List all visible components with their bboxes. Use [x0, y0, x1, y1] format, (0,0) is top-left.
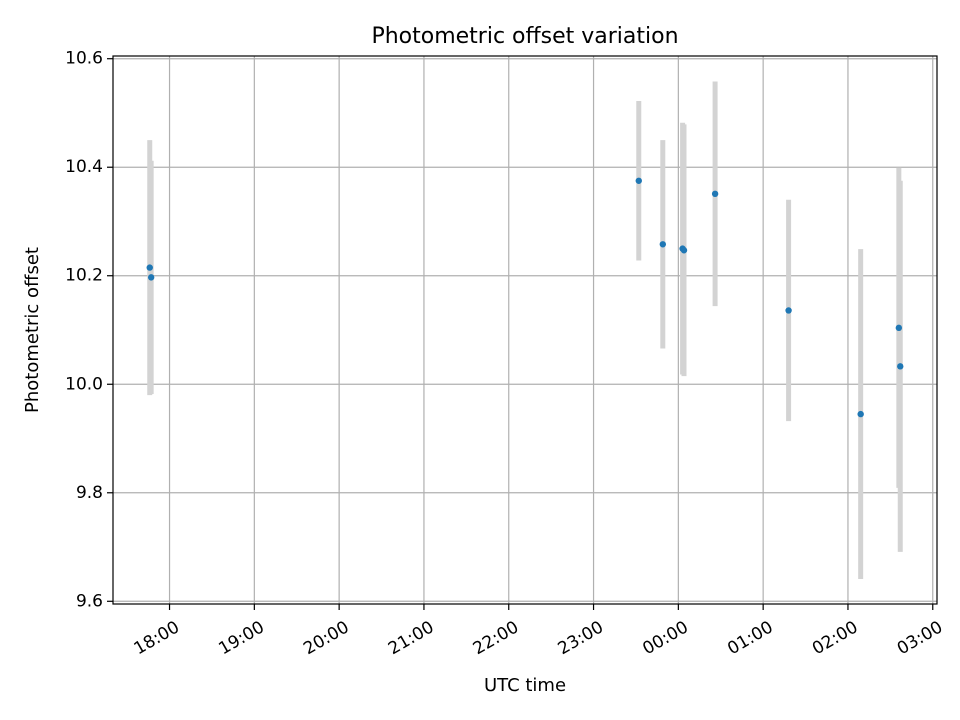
data-point: [659, 241, 667, 248]
x-tick-label: 18:00: [131, 617, 183, 659]
x-tick-label: 20:00: [300, 617, 352, 659]
x-tick-label: 03:00: [894, 617, 946, 659]
y-tick-label: 10.0: [65, 374, 103, 394]
x-tick-label: 23:00: [555, 617, 607, 659]
data-point: [785, 307, 792, 314]
grid-layer: [113, 56, 937, 604]
y-axis-label: Photometric offset: [22, 247, 43, 413]
data-point: [895, 324, 903, 332]
x-tick-label: 21:00: [385, 617, 437, 659]
errorbar-layer: [147, 81, 903, 580]
data-point: [857, 410, 864, 418]
x-tick-label: 22:00: [470, 617, 522, 659]
data-point: [711, 190, 719, 198]
x-axis-label: UTC time: [484, 675, 566, 696]
y-tick-label: 9.6: [76, 591, 103, 611]
point-layer: [146, 177, 904, 418]
y-tick-label: 9.8: [76, 483, 103, 503]
x-tick-label: 00:00: [639, 617, 691, 659]
x-tick-label: 19:00: [215, 617, 267, 659]
data-point: [147, 274, 155, 281]
data-point: [146, 264, 153, 271]
tick-layer: 18:00 19:00 20:00 21:00 22:00 23:00 00:00 01:00…: [65, 49, 946, 660]
x-tick-label: 02:00: [809, 617, 861, 659]
data-point: [635, 177, 642, 184]
plot-frame: [112, 55, 938, 605]
chart-title: Photometric offset variation: [371, 24, 678, 49]
data-point: [680, 247, 688, 254]
x-tick-label: 01:00: [724, 617, 776, 659]
y-tick-label: 10.4: [65, 157, 103, 177]
y-tick-label: 10.2: [65, 266, 103, 286]
data-point: [897, 363, 904, 370]
y-tick-label: 10.6: [65, 49, 103, 69]
